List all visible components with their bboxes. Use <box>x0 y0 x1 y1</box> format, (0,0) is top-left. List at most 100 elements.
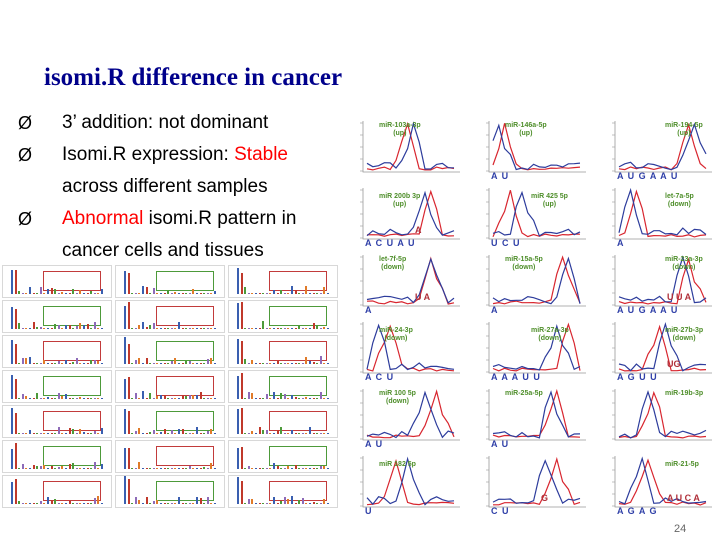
chart-axis <box>614 188 712 240</box>
bar <box>57 466 60 469</box>
bar <box>265 363 268 364</box>
bar <box>174 468 177 469</box>
bar <box>291 286 293 294</box>
bar <box>206 431 209 434</box>
bar <box>237 268 239 294</box>
nucleotide-annotation: U <box>365 506 373 516</box>
bar <box>25 293 28 294</box>
bar <box>262 468 265 469</box>
bar <box>39 466 42 469</box>
nucleotide-annotation: A G U U <box>617 372 658 382</box>
bar <box>79 323 82 329</box>
mirna-label: miR-146a-5p (up) <box>505 122 547 138</box>
bar <box>127 343 130 364</box>
bar <box>240 272 243 294</box>
bar <box>240 341 243 364</box>
bar <box>134 393 137 399</box>
bar <box>21 358 24 364</box>
regulation-status: (up) <box>393 130 407 137</box>
bar-chart-thumbnail <box>228 335 338 368</box>
bar <box>210 357 213 364</box>
bar <box>312 398 315 399</box>
series-b-line <box>366 190 455 237</box>
bar <box>258 398 261 399</box>
nucleotide-annotation: A <box>415 225 422 235</box>
bar <box>327 328 329 329</box>
bar <box>319 466 322 469</box>
bar <box>214 503 216 504</box>
bar <box>93 322 96 329</box>
bar <box>101 363 103 364</box>
regulation-status: (down) <box>672 335 696 342</box>
bar <box>131 433 134 434</box>
bar <box>163 468 166 469</box>
bar <box>152 288 155 294</box>
bar <box>149 392 152 399</box>
line-chart <box>612 187 712 240</box>
bar <box>61 503 64 504</box>
nucleotide-annotation: A U <box>491 171 510 181</box>
nucleotide-annotation: A U <box>491 439 510 449</box>
bar <box>287 499 290 504</box>
bar <box>29 398 31 399</box>
bar <box>101 398 103 399</box>
nucleotide-annotation: U C U <box>491 238 521 248</box>
bar <box>156 395 159 399</box>
mirna-name: miR 182 5p <box>379 461 416 468</box>
bar-chart-thumbnail <box>115 440 225 473</box>
bar <box>192 468 195 469</box>
mirna-name: miR 100 5p <box>379 390 416 397</box>
bar <box>29 503 31 504</box>
regulation-status: (down) <box>512 264 536 271</box>
bar <box>50 433 53 434</box>
bar <box>309 503 311 504</box>
bar-chart-thumbnail <box>228 475 338 508</box>
bar <box>214 433 216 434</box>
bar <box>32 322 35 329</box>
bar <box>25 503 28 504</box>
bar <box>294 363 297 364</box>
bar <box>149 325 152 329</box>
legend-box <box>269 376 327 396</box>
bar <box>247 363 250 364</box>
bar <box>138 499 141 504</box>
nucleotide-annotation: C U <box>491 506 510 516</box>
bar <box>152 363 155 364</box>
bar <box>86 468 89 469</box>
bar <box>237 448 239 469</box>
nucleotide-annotation: U U A <box>667 292 692 302</box>
bar-chart-thumbnail <box>2 370 112 403</box>
bar <box>131 398 134 399</box>
bar <box>203 466 206 469</box>
bar <box>269 328 272 329</box>
bar <box>251 328 254 329</box>
bar <box>145 358 148 364</box>
bar <box>283 328 286 329</box>
bar <box>170 360 173 364</box>
bar <box>47 497 49 504</box>
bar <box>86 398 89 399</box>
bar <box>124 337 126 364</box>
line-chart <box>612 255 712 307</box>
line-chart <box>612 456 712 508</box>
bar <box>240 407 243 434</box>
bar-chart-thumbnail <box>115 335 225 368</box>
bar <box>47 328 49 329</box>
bar <box>39 398 42 399</box>
bar <box>124 306 126 329</box>
bar <box>305 433 308 434</box>
bar <box>170 293 173 294</box>
line-chart-panel: miR-146a-5p (up) A U <box>471 118 588 182</box>
line-chart <box>360 121 460 173</box>
bar <box>237 302 239 329</box>
bar <box>170 398 173 399</box>
bar <box>301 468 304 469</box>
bar <box>54 324 57 329</box>
bar <box>25 328 28 329</box>
series-b-line <box>492 123 581 171</box>
bar <box>72 503 75 504</box>
bar <box>210 293 213 294</box>
bar <box>36 465 39 469</box>
bullet-emphasis: Stable <box>234 144 288 165</box>
bar <box>93 359 96 364</box>
